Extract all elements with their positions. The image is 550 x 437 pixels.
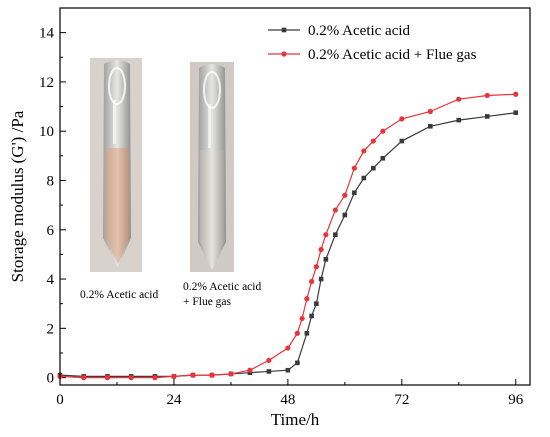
photo-left-caption: 0.2% Acetic acid bbox=[80, 289, 158, 301]
series-2-point bbox=[299, 315, 305, 322]
y-tick-label: 6 bbox=[47, 223, 55, 239]
y-tick-label: 10 bbox=[39, 124, 54, 140]
legend-marker-2 bbox=[281, 51, 287, 57]
series-2-point bbox=[484, 92, 490, 99]
plot-frame bbox=[59, 7, 531, 386]
y-tick-label: 8 bbox=[47, 173, 55, 189]
series-1-point bbox=[314, 301, 319, 306]
series-2-point bbox=[266, 357, 272, 363]
series-2 bbox=[57, 91, 519, 381]
series-2-point bbox=[399, 116, 405, 122]
series-2-point bbox=[104, 375, 111, 381]
series-1-point bbox=[309, 313, 314, 319]
series-1-point bbox=[484, 114, 490, 119]
series-2-point bbox=[351, 165, 357, 171]
series-1-point bbox=[295, 360, 300, 366]
series-1-point bbox=[428, 123, 433, 129]
series-2-point bbox=[152, 375, 158, 381]
series-1-point bbox=[342, 212, 348, 218]
x-tick-label: 0 bbox=[56, 392, 64, 408]
series-1-point bbox=[361, 175, 367, 181]
series-2-point bbox=[318, 246, 324, 253]
series-1-point bbox=[456, 117, 462, 123]
x-tick-label: 48 bbox=[280, 392, 295, 408]
series-2-point bbox=[128, 375, 134, 381]
series-1-point bbox=[352, 190, 357, 196]
x-tick-label: 72 bbox=[394, 392, 409, 408]
legend-label-2: 0.2% Acetic acid + Flue gas bbox=[308, 47, 477, 63]
photo-right-caption-line1: 0.2% Acetic acid bbox=[183, 281, 261, 293]
series-2-point bbox=[513, 91, 519, 97]
y-tick-label: 12 bbox=[39, 75, 54, 91]
series-2-point bbox=[342, 192, 348, 198]
series-2-point bbox=[247, 367, 253, 373]
series-1-point bbox=[399, 138, 405, 144]
series-1-point bbox=[318, 276, 324, 282]
y-axis-title: Storage modulus (G') /Pa bbox=[8, 110, 27, 282]
series-2-point bbox=[456, 96, 462, 102]
series-2-point bbox=[304, 296, 310, 302]
photo-right-caption-line2: + Flue gas bbox=[183, 296, 232, 308]
series-1-point bbox=[333, 232, 338, 237]
y-tick-label: 14 bbox=[39, 26, 55, 42]
x-axis-title: Time/h bbox=[271, 410, 320, 429]
legend-label-1: 0.2% Acetic acid bbox=[308, 23, 411, 39]
legend: 0.2% Acetic acid 0.2% Acetic acid + Flue … bbox=[268, 23, 477, 63]
series-1-point bbox=[304, 330, 310, 336]
series-2-point bbox=[332, 207, 338, 213]
series-2-point bbox=[361, 148, 367, 154]
y-tick-label: 0 bbox=[47, 371, 55, 387]
vial-photo-acetic-acid-flue-gas bbox=[190, 62, 234, 272]
vial-photo-acetic-acid bbox=[90, 58, 142, 272]
x-tick-label: 24 bbox=[166, 392, 182, 408]
series-layer bbox=[57, 91, 519, 381]
x-tick-label: 96 bbox=[508, 392, 524, 408]
series-2-point bbox=[427, 108, 433, 115]
series-2-point bbox=[209, 372, 215, 378]
series-1-point bbox=[513, 110, 519, 116]
series-1-point bbox=[323, 257, 329, 262]
y-tick-label: 4 bbox=[47, 272, 55, 288]
series-2-point bbox=[171, 373, 177, 379]
series-2-point bbox=[380, 128, 386, 134]
series-2-point bbox=[285, 345, 291, 351]
series-2-point bbox=[323, 232, 329, 238]
series-1-point bbox=[380, 156, 386, 161]
legend-marker-1 bbox=[281, 27, 287, 33]
series-2-point bbox=[190, 372, 196, 378]
series-1-point bbox=[371, 165, 376, 171]
series-2-point bbox=[81, 375, 87, 381]
series-2-point bbox=[228, 371, 234, 377]
series-2-point bbox=[370, 138, 376, 144]
series-2-point bbox=[294, 330, 300, 336]
series-2-point bbox=[313, 264, 319, 270]
series-1-point bbox=[285, 367, 291, 373]
series-2-line bbox=[59, 93, 516, 379]
series-1-point bbox=[266, 369, 272, 374]
y-tick-label: 2 bbox=[47, 321, 55, 337]
series-2-point bbox=[309, 278, 315, 285]
